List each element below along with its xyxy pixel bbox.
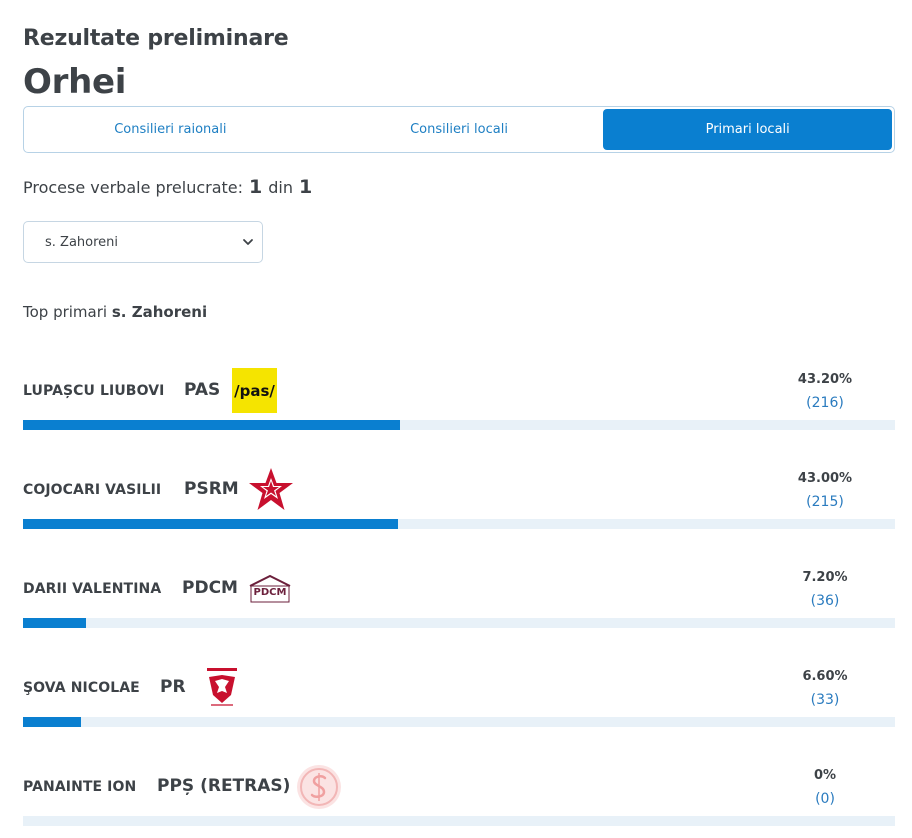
vote-share-bar bbox=[23, 618, 895, 628]
candidate-name: ŞOVA NICOLAE bbox=[23, 680, 140, 696]
vote-share-bar bbox=[23, 420, 895, 430]
candidate-votes: (0) bbox=[815, 791, 835, 807]
candidate-name: COJOCARI VASILII bbox=[23, 482, 162, 498]
processed-separator: din bbox=[268, 178, 293, 197]
candidate-percent: 0% bbox=[813, 768, 837, 783]
candidate-row: ŞOVA NICOLAE PR 6.60% (33) bbox=[23, 663, 895, 753]
candidate-name: LUPAȘCU LIUBOVI bbox=[23, 383, 165, 399]
top-label-locality: s. Zahoreni bbox=[111, 303, 208, 321]
pas-logo: /pas/ bbox=[232, 368, 277, 413]
candidate-row: DARII VALENTINA PDCM PDCM 7.20% (36) bbox=[23, 564, 895, 654]
candidate-name: PANAINTE ION bbox=[23, 779, 137, 795]
candidate-percent: 43.20% bbox=[797, 372, 853, 387]
vote-share-bar bbox=[23, 816, 895, 826]
processed-reports: Procese verbale prelucrate: 1 din 1 bbox=[23, 176, 312, 198]
vote-share-fill bbox=[23, 618, 86, 628]
processed-label: Procese verbale prelucrate: bbox=[23, 178, 244, 197]
pr-eagle-logo bbox=[207, 668, 237, 706]
vote-share-bar bbox=[23, 717, 895, 727]
election-type-tabs: Consilieri raionali Consilieri locali Pr… bbox=[23, 106, 895, 153]
top-candidates-heading: Top primari s. Zahoreni bbox=[23, 303, 207, 321]
processed-done: 1 bbox=[249, 176, 263, 198]
candidate-votes: (215) bbox=[806, 494, 844, 510]
vote-share-fill bbox=[23, 519, 398, 529]
candidate-row: LUPAȘCU LIUBOVI PAS /pas/ 43.20% (216) bbox=[23, 366, 895, 456]
locality-select[interactable]: s. Zahoreni bbox=[23, 221, 263, 263]
chevron-down-icon bbox=[243, 239, 253, 245]
vote-share-fill bbox=[23, 717, 81, 727]
tab-primari-locali[interactable]: Primari locali bbox=[603, 109, 893, 150]
page-title: Orhei bbox=[23, 62, 127, 102]
psrm-star-logo bbox=[249, 468, 293, 510]
pps-logo bbox=[297, 765, 341, 809]
pdcm-roof-icon bbox=[249, 574, 291, 603]
pdcm-logo: PDCM bbox=[247, 574, 293, 604]
candidate-votes: (33) bbox=[810, 692, 840, 708]
candidate-row: PANAINTE ION PPȘ (RETRAS) 0% (0) bbox=[23, 762, 895, 838]
candidate-party: PSRM bbox=[184, 479, 239, 499]
candidate-votes: (36) bbox=[810, 593, 840, 609]
candidate-percent: 43.00% bbox=[797, 471, 853, 486]
candidate-party: PR bbox=[160, 677, 186, 697]
locality-select-value: s. Zahoreni bbox=[45, 234, 119, 250]
processed-total: 1 bbox=[299, 176, 313, 198]
top-label-prefix: Top primari bbox=[23, 303, 108, 321]
tab-consilieri-locali[interactable]: Consilieri locali bbox=[410, 122, 508, 137]
candidate-party: PPȘ (RETRAS) bbox=[157, 776, 291, 796]
candidate-party: PAS bbox=[184, 380, 221, 400]
candidate-percent: 6.60% bbox=[802, 669, 848, 684]
candidate-percent: 7.20% bbox=[802, 570, 848, 585]
candidate-row: COJOCARI VASILII PSRM 43.00% (215) bbox=[23, 465, 895, 555]
candidate-party: PDCM bbox=[182, 578, 238, 598]
vote-share-bar bbox=[23, 519, 895, 529]
page-subtitle: Rezultate preliminare bbox=[23, 26, 289, 51]
candidate-name: DARII VALENTINA bbox=[23, 581, 162, 597]
tab-consilieri-raionali[interactable]: Consilieri raionali bbox=[114, 122, 227, 137]
candidate-votes: (216) bbox=[806, 395, 844, 411]
vote-share-fill bbox=[23, 420, 400, 430]
